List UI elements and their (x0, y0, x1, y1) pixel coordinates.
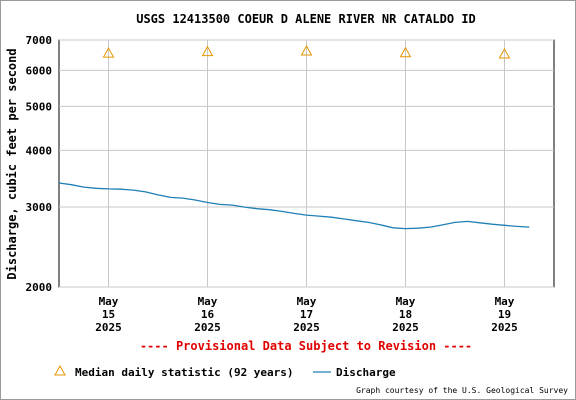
credit-text: Graph courtesy of the U.S. Geological Su… (356, 386, 568, 395)
x-tick-label: May (99, 295, 119, 308)
x-axis-ticks: May152025May162025May172025May182025May1… (95, 295, 518, 334)
legend: Median daily statistic (92 years) Dischar… (54, 364, 396, 379)
x-tick-label: 15 (102, 308, 115, 321)
y-tick-label: 2000 (26, 281, 53, 294)
median-marker (102, 47, 115, 58)
median-marker (300, 44, 313, 56)
y-tick-label: 5000 (26, 100, 53, 113)
x-tick-label: 17 (300, 308, 313, 321)
legend-label-discharge: Discharge (336, 366, 396, 379)
y-tick-label: 3000 (26, 201, 53, 214)
median-marker (498, 47, 511, 59)
x-tick-label: 2025 (392, 321, 419, 334)
x-tick-label: May (495, 295, 515, 308)
y-tick-label: 7000 (26, 34, 53, 47)
provisional-notice: ---- Provisional Data Subject to Revisio… (140, 339, 472, 353)
y-axis-ticks: 2000 3000 4000 5000 6000 7000 (26, 34, 53, 294)
series-layer (58, 44, 530, 230)
discharge-line (58, 182, 530, 230)
legend-label-median: Median daily statistic (92 years) (75, 366, 294, 379)
y-axis-label: Discharge, cubic feet per second (5, 48, 19, 279)
x-tick-label: May (297, 295, 317, 308)
x-tick-label: 19 (498, 308, 511, 321)
x-tick-label: 2025 (194, 321, 221, 334)
median-marker (201, 45, 214, 57)
x-tick-label: 16 (201, 308, 215, 321)
y-tick-label: 4000 (26, 144, 53, 157)
grid-lines (59, 39, 554, 288)
legend-triangle-icon (54, 364, 66, 376)
x-tick-label: 2025 (95, 321, 122, 334)
x-tick-label: 2025 (491, 321, 518, 334)
chart-title: USGS 12413500 COEUR D ALENE RIVER NR CAT… (136, 12, 476, 26)
x-tick-label: May (198, 295, 218, 308)
x-tick-label: 2025 (293, 321, 320, 334)
y-tick-label: 6000 (26, 64, 53, 77)
x-tick-label: 18 (399, 308, 412, 321)
x-tick-label: May (396, 295, 416, 308)
median-marker (399, 46, 412, 58)
